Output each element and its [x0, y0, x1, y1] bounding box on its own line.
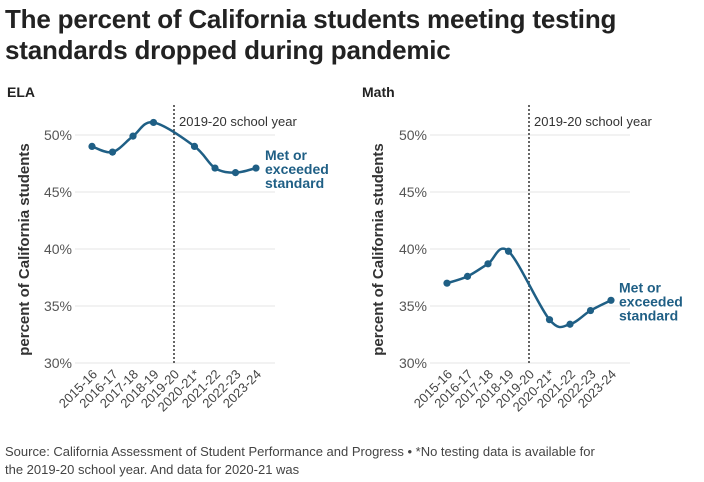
ela-panel-title: ELA	[7, 84, 35, 100]
math-data-point-2022-23	[586, 306, 595, 315]
ela-data-point-2020-21*	[190, 142, 199, 150]
ela-series-label: Met or exceeded standard	[265, 147, 329, 191]
chart-title-line-1: The percent of California students meeti…	[5, 4, 617, 34]
ela-y-axis-label: percent of California students	[16, 143, 33, 356]
math-annotation-2019-20: 2019-20 school year	[534, 114, 652, 129]
ela-data-point-2023-24	[252, 164, 260, 172]
ela-y-tick-label: 40%	[44, 241, 72, 257]
source-note-line-1: Source: California Assessment of Student…	[5, 444, 595, 459]
math-series-line	[445, 247, 613, 329]
math-data-point-2015-16	[443, 279, 451, 287]
math-y-tick-label: 45%	[399, 184, 427, 200]
ela-data-point-2017-18	[129, 132, 137, 140]
math-data-point-2016-17	[463, 272, 472, 280]
math-y-tick-label: 40%	[399, 241, 427, 257]
ela-data-point-2021-22	[211, 164, 219, 172]
math-series-label: Met or exceeded standard	[619, 279, 683, 323]
ela-annotation-2019-20: 2019-20 school year	[179, 114, 297, 129]
math-data-point-2018-19	[504, 247, 513, 255]
math-panel-title: Math	[362, 84, 395, 100]
math-data-point-2017-18	[484, 260, 492, 268]
source-note-line-2: the 2019-20 school year. And data for 20…	[5, 462, 300, 477]
math-y-tick-label: 50%	[399, 127, 427, 143]
chart-title-line-2: standards dropped during pandemic	[5, 35, 451, 65]
math-y-tick-label: 35%	[399, 298, 427, 314]
math-y-axis-label: percent of California students	[370, 143, 387, 356]
ela-data-point-2018-19	[149, 118, 158, 127]
source-note: Source: California Assessment of Student…	[5, 443, 700, 479]
math-line-chart: 30% 35% 40% 45% 50% percent of California stu…	[370, 105, 683, 414]
math-data-point-2021-22	[566, 320, 574, 328]
ela-y-tick-label: 45%	[44, 184, 72, 200]
ela-data-point-2016-17	[108, 148, 117, 156]
ela-y-tick-label: 30%	[44, 355, 72, 371]
ela-y-tick-label: 50%	[44, 127, 72, 143]
ela-data-point-2015-16	[88, 142, 96, 150]
chart-title: The percent of California students meeti…	[5, 4, 700, 66]
ela-line-chart: 30% 35% 40% 45% 50% percent of California stu…	[16, 105, 329, 414]
math-data-point-2023-24	[607, 296, 615, 304]
ela-data-point-2022-23	[231, 169, 240, 177]
math-data-point-2020-21*	[545, 316, 554, 324]
math-y-tick-label: 30%	[399, 355, 427, 371]
ela-y-tick-label: 35%	[44, 298, 72, 314]
